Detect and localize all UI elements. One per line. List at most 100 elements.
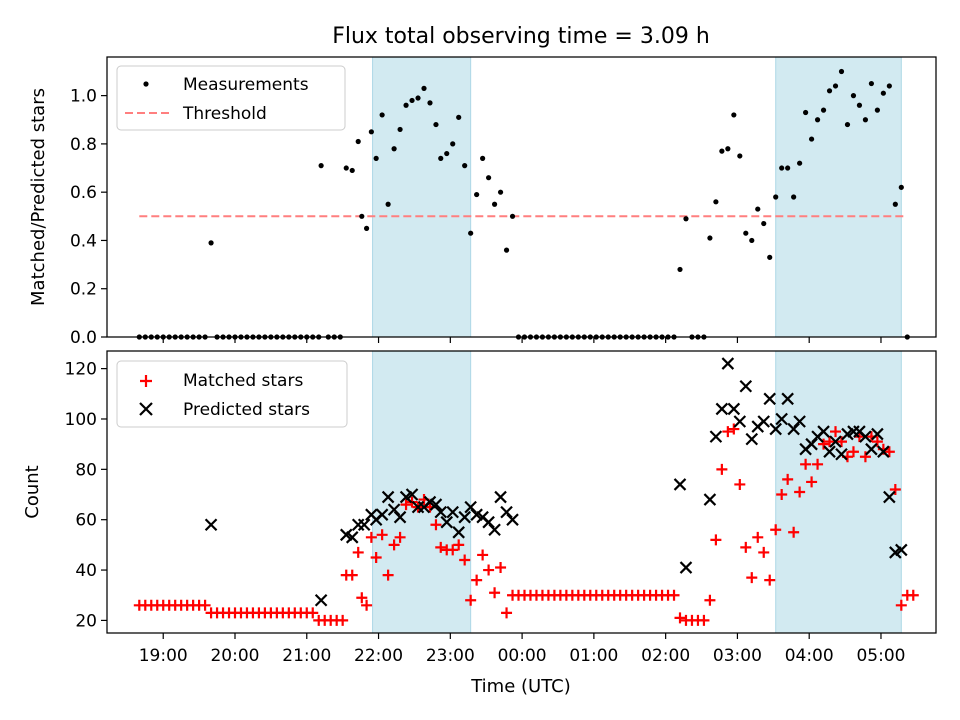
top-plot-frame <box>106 56 937 338</box>
predicted-star-marker <box>721 357 735 370</box>
measurement-point <box>886 83 892 89</box>
matched-star-marker <box>356 592 368 604</box>
bottom-legend: Matched stars Predicted stars <box>116 360 348 428</box>
measurement-point <box>737 153 743 159</box>
measurement-point <box>880 90 886 96</box>
measurement-point <box>349 167 355 174</box>
matched-star-marker <box>895 599 907 611</box>
matched-star-marker <box>337 614 349 626</box>
measurement-point <box>838 68 845 75</box>
measurement-point <box>803 109 809 116</box>
matched-stars-points <box>133 423 919 626</box>
measurement-point <box>898 184 904 190</box>
measurement-point <box>850 93 857 99</box>
matched-star-marker <box>365 531 377 543</box>
y-tick-label: 120 <box>65 360 97 380</box>
predicted-star-marker <box>865 442 878 456</box>
matched-star-marker <box>406 496 418 508</box>
chart-title: Flux total observing time = 3.09 h <box>332 24 710 49</box>
y-tick-label: 0.2 <box>70 280 97 300</box>
bottom-y-axis-label: Count <box>22 465 43 518</box>
predicted-star-marker <box>393 510 407 524</box>
matched-star-marker <box>453 539 465 551</box>
predicted-star-marker <box>446 505 459 519</box>
measurement-point <box>814 117 821 123</box>
predicted-star-marker <box>835 447 848 461</box>
measurement-point <box>749 237 755 244</box>
measurement-point <box>415 95 421 101</box>
bottom-shaded-spans <box>372 350 902 634</box>
measurement-point <box>797 160 803 166</box>
matched-star-marker <box>501 607 513 619</box>
matched-star-marker <box>800 458 812 470</box>
predicted-star-marker <box>757 415 771 428</box>
predicted-star-marker <box>440 515 454 529</box>
predicted-star-marker <box>458 510 471 524</box>
predicted-star-marker <box>793 415 806 428</box>
matched-star-marker <box>883 446 895 458</box>
y-tick-label: 80 <box>75 460 97 480</box>
measurement-point <box>755 206 761 212</box>
measurement-point <box>343 165 349 171</box>
measurement-point <box>707 235 713 241</box>
y-tick-label: 0.4 <box>70 231 97 251</box>
predicted-star-marker <box>204 518 218 532</box>
predicted-star-marker <box>883 490 896 504</box>
predicted-star-marker <box>494 490 507 504</box>
measurement-point <box>503 247 510 253</box>
matched-star-marker <box>752 531 764 543</box>
bottom-y-ticks: 20 40 60 80 100 120 <box>65 360 107 631</box>
x-tick-label: 22:00 <box>354 646 403 666</box>
measurement-point <box>373 155 379 161</box>
predicted-star-marker <box>859 430 872 443</box>
measurement-point <box>385 201 391 207</box>
matched-star-marker <box>382 569 394 581</box>
matched-star-marker <box>740 541 752 553</box>
measurement-point <box>427 100 433 106</box>
matched-star-marker <box>907 589 919 601</box>
predicted-star-marker <box>895 543 908 557</box>
y-tick-label: 0.8 <box>70 135 97 155</box>
measurement-point <box>409 97 415 104</box>
predicted-star-marker <box>500 505 513 519</box>
predicted-star-marker <box>488 523 501 537</box>
measurement-point <box>491 201 498 207</box>
measurement-point <box>856 102 863 108</box>
legend-predicted-label: Predicted stars <box>183 400 310 420</box>
matched-star-marker <box>776 489 788 501</box>
bottom-x-ticks: 19:00 20:00 21:00 22:00 23:00 00:00 01:00 02:00… <box>139 633 905 666</box>
matched-star-marker <box>794 486 806 498</box>
x-axis-label: Time (UTC) <box>470 676 571 697</box>
measurement-point <box>318 163 324 169</box>
matched-star-marker <box>394 531 406 543</box>
x-tick-label: 23:00 <box>426 646 475 666</box>
predicted-star-marker <box>715 402 729 416</box>
measurement-point <box>719 148 725 154</box>
predicted-star-marker <box>709 430 723 443</box>
top-y-axis-label: Matched/Predicted stars <box>28 88 49 306</box>
predicted-star-marker <box>775 412 788 426</box>
matched-star-marker <box>199 599 211 611</box>
measurement-point <box>683 216 689 222</box>
x-tick-label: 03:00 <box>713 646 762 666</box>
predicted-star-marker <box>823 445 836 458</box>
predicted-star-marker <box>357 518 371 532</box>
measurement-point <box>713 199 719 205</box>
predicted-star-marker <box>703 493 717 506</box>
measurement-point <box>480 155 486 161</box>
measurement-point <box>355 138 361 145</box>
matched-star-marker <box>483 564 495 576</box>
measurement-point <box>826 88 833 94</box>
matched-star-marker <box>830 426 842 438</box>
legend-measurements-label: Measurements <box>183 75 309 95</box>
matched-star-marker <box>859 451 871 463</box>
matched-star-marker <box>812 458 824 470</box>
matched-star-marker <box>674 612 686 624</box>
matched-star-marker <box>459 554 471 566</box>
predicted-star-marker <box>345 531 359 544</box>
predicted-star-marker <box>829 435 842 448</box>
predicted-star-marker <box>679 561 693 574</box>
predicted-star-marker <box>787 422 800 436</box>
measurement-point <box>844 121 851 128</box>
